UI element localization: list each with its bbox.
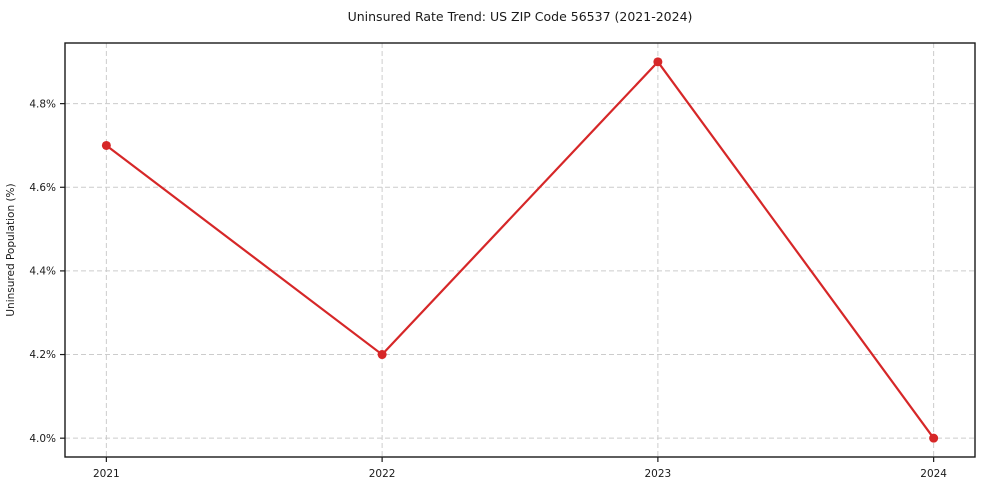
y-tick-label: 4.4% [29,266,56,278]
gridlines [65,43,975,457]
plot-border [64,42,976,458]
x-tick-label: 2021 [93,468,120,480]
data-line [105,60,935,440]
data-point-marker [929,433,939,443]
data-point-marker [653,57,663,67]
data-point-marker [101,140,111,150]
data-series [101,57,939,443]
x-tick-label: 2022 [369,468,396,480]
y-tick-label: 4.8% [29,98,56,110]
axes: 2021 2022 2023 2024 4.0% 4.2% 4.4% 4.6% 4.8% [29,42,976,480]
y-tick-label: 4.0% [29,433,56,445]
chart-title: Uninsured Rate Trend: US ZIP Code 56537 … [348,9,693,24]
x-tick-label: 2023 [645,468,672,480]
y-tick-label: 4.2% [29,349,56,361]
y-axis-label: Uninsured Population (%) [5,183,17,316]
x-tick-label: 2024 [920,468,947,480]
y-tick-label: 4.6% [29,182,56,194]
data-point-marker [377,350,387,360]
